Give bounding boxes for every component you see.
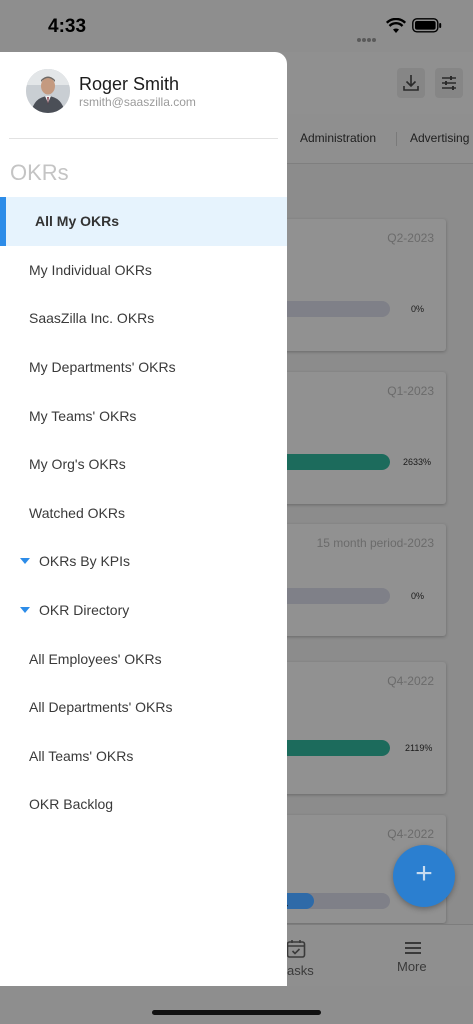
plus-icon: +: [415, 857, 433, 890]
nav-tasks-label[interactable]: asks: [287, 963, 314, 978]
tab-administration[interactable]: Administration: [300, 131, 377, 145]
menu-item-label: All Employees' OKRs: [29, 650, 162, 667]
progress-label: 0%: [411, 591, 425, 601]
menu-icon: [405, 942, 421, 954]
menu-item-label: Watched OKRs: [29, 504, 125, 521]
progress-label: 0%: [411, 304, 425, 314]
download-icon: [403, 75, 419, 91]
menu-item-my-departments-okrs[interactable]: My Departments' OKRs: [0, 343, 287, 392]
progress-label: 2633%: [403, 457, 432, 467]
menu-item-label: My Departments' OKRs: [29, 359, 176, 376]
menu-item-label: OKR Directory: [39, 602, 130, 619]
caret-down-icon: [20, 558, 30, 565]
avatar[interactable]: [26, 69, 70, 113]
nav-more-label[interactable]: More: [397, 959, 427, 974]
status-bar: 4:33: [0, 0, 473, 52]
filter-button[interactable]: [435, 68, 463, 98]
menu-item-all-my-okrs[interactable]: All My OKRs: [0, 197, 287, 246]
card-period: Q2-2023: [387, 231, 434, 245]
user-photo-icon: [26, 69, 70, 113]
sliders-icon: [442, 76, 456, 90]
menu-item-okr-backlog[interactable]: OKR Backlog: [0, 780, 287, 829]
menu-item-watched-okrs[interactable]: Watched OKRs: [0, 489, 287, 538]
menu-item-all-employees-okrs[interactable]: All Employees' OKRs: [0, 634, 287, 683]
menu-item-label: My Individual OKRs: [29, 261, 152, 278]
user-email: rsmith@saaszilla.com: [79, 95, 196, 109]
add-okr-button[interactable]: +: [393, 845, 455, 907]
tab-advertising[interactable]: Advertising: [410, 131, 470, 145]
navigation-drawer: Roger Smith rsmith@saaszilla.com OKRs Al…: [0, 52, 287, 986]
menu-item-all-teams-okrs[interactable]: All Teams' OKRs: [0, 732, 287, 781]
menu-item-my-org-s-okrs[interactable]: My Org's OKRs: [0, 440, 287, 489]
menu-item-label: My Teams' OKRs: [29, 407, 137, 424]
signal-dots-icon: [357, 29, 381, 42]
menu-item-label: SaasZilla Inc. OKRs: [29, 310, 155, 327]
menu-item-okrs-by-kpis[interactable]: OKRs By KPIs: [0, 537, 287, 586]
card-period: 15 month period-2023: [316, 536, 434, 550]
wifi-icon: [386, 18, 406, 33]
menu-item-label: My Org's OKRs: [29, 456, 126, 473]
okr-menu: All My OKRs My Individual OKRs SaasZilla I…: [0, 197, 287, 829]
user-name: Roger Smith: [79, 74, 180, 94]
caret-down-icon: [20, 607, 30, 614]
card-period: Q1-2023: [387, 384, 434, 398]
menu-item-label: All Teams' OKRs: [29, 747, 134, 764]
section-title: OKRs: [10, 160, 69, 185]
menu-item-all-departments-okrs[interactable]: All Departments' OKRs: [0, 683, 287, 732]
calendar-icon: [286, 940, 306, 958]
menu-item-label: All My OKRs: [35, 213, 120, 230]
status-time: 4:33: [48, 16, 87, 37]
card-period: Q4-2022: [387, 827, 434, 841]
battery-icon: [412, 18, 442, 33]
home-indicator[interactable]: [152, 1010, 321, 1015]
menu-item-label: All Departments' OKRs: [29, 699, 173, 716]
card-period: Q4-2022: [387, 674, 434, 688]
progress-label: 2119%: [405, 743, 433, 753]
menu-item-my-individual-okrs[interactable]: My Individual OKRs: [0, 246, 287, 295]
menu-item-okr-directory[interactable]: OKR Directory: [0, 586, 287, 635]
download-button[interactable]: [397, 68, 425, 98]
drawer-divider: [9, 138, 278, 139]
menu-item-label: OKR Backlog: [29, 796, 114, 813]
menu-item-label: OKRs By KPIs: [39, 553, 131, 570]
menu-item-saaszilla-inc-okrs[interactable]: SaasZilla Inc. OKRs: [0, 294, 287, 343]
home-area: [0, 986, 473, 1024]
menu-item-my-teams-okrs[interactable]: My Teams' OKRs: [0, 391, 287, 440]
